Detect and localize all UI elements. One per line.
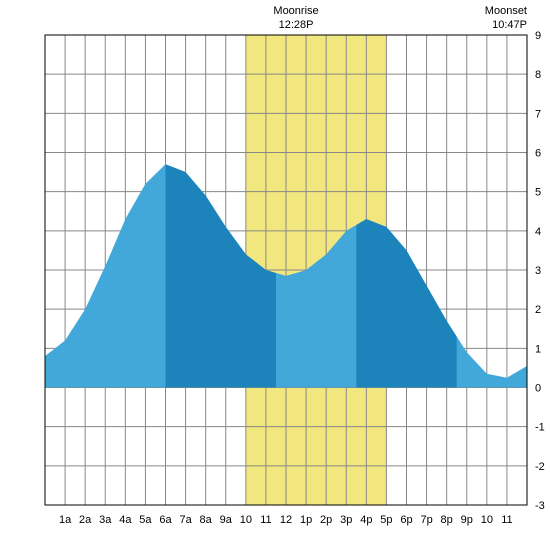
x-tick-label: 11 <box>501 514 512 526</box>
top-label-value-0: 12:28P <box>279 19 314 31</box>
y-tick-label: -2 <box>535 461 545 473</box>
x-tick-label: 4a <box>119 514 132 526</box>
top-label-title-1: Moonset <box>485 5 527 17</box>
y-tick-label: -3 <box>535 500 545 512</box>
y-tick-label: 0 <box>535 383 541 395</box>
x-tick-label: 10 <box>240 514 252 526</box>
x-tick-label: 1a <box>59 514 72 526</box>
y-tick-label: 8 <box>535 69 541 81</box>
x-tick-label: 12 <box>280 514 292 526</box>
y-tick-label: 5 <box>535 187 541 199</box>
top-label-value-1: 10:47P <box>492 19 527 31</box>
x-tick-label: 9p <box>461 514 473 526</box>
x-tick-label: 10 <box>481 514 493 526</box>
y-tick-label: 1 <box>535 343 541 355</box>
x-tick-label: 8p <box>441 514 453 526</box>
x-tick-label: 2p <box>320 514 332 526</box>
chart-svg: -3-2-101234567891a2a3a4a5a6a7a8a9a101112… <box>0 0 550 550</box>
x-tick-label: 4p <box>360 514 372 526</box>
y-tick-label: 7 <box>535 108 541 120</box>
x-tick-label: 1p <box>300 514 312 526</box>
y-tick-label: 6 <box>535 148 541 160</box>
tide-chart: -3-2-101234567891a2a3a4a5a6a7a8a9a101112… <box>0 0 550 550</box>
x-tick-label: 5p <box>380 514 392 526</box>
x-tick-label: 2a <box>79 514 92 526</box>
y-tick-label: 2 <box>535 304 541 316</box>
x-tick-label: 9a <box>220 514 233 526</box>
x-tick-label: 3p <box>340 514 352 526</box>
x-tick-label: 3a <box>99 514 112 526</box>
x-tick-label: 5a <box>139 514 152 526</box>
y-tick-label: -1 <box>535 422 545 434</box>
top-label-title-0: Moonrise <box>273 5 318 17</box>
x-tick-label: 7p <box>420 514 432 526</box>
x-tick-label: 7a <box>179 514 192 526</box>
x-tick-label: 6p <box>400 514 412 526</box>
x-tick-label: 6a <box>159 514 172 526</box>
y-tick-label: 4 <box>535 226 541 238</box>
y-tick-label: 9 <box>535 30 541 42</box>
x-tick-label: 8a <box>200 514 213 526</box>
y-tick-label: 3 <box>535 265 541 277</box>
x-tick-label: 11 <box>260 514 271 526</box>
